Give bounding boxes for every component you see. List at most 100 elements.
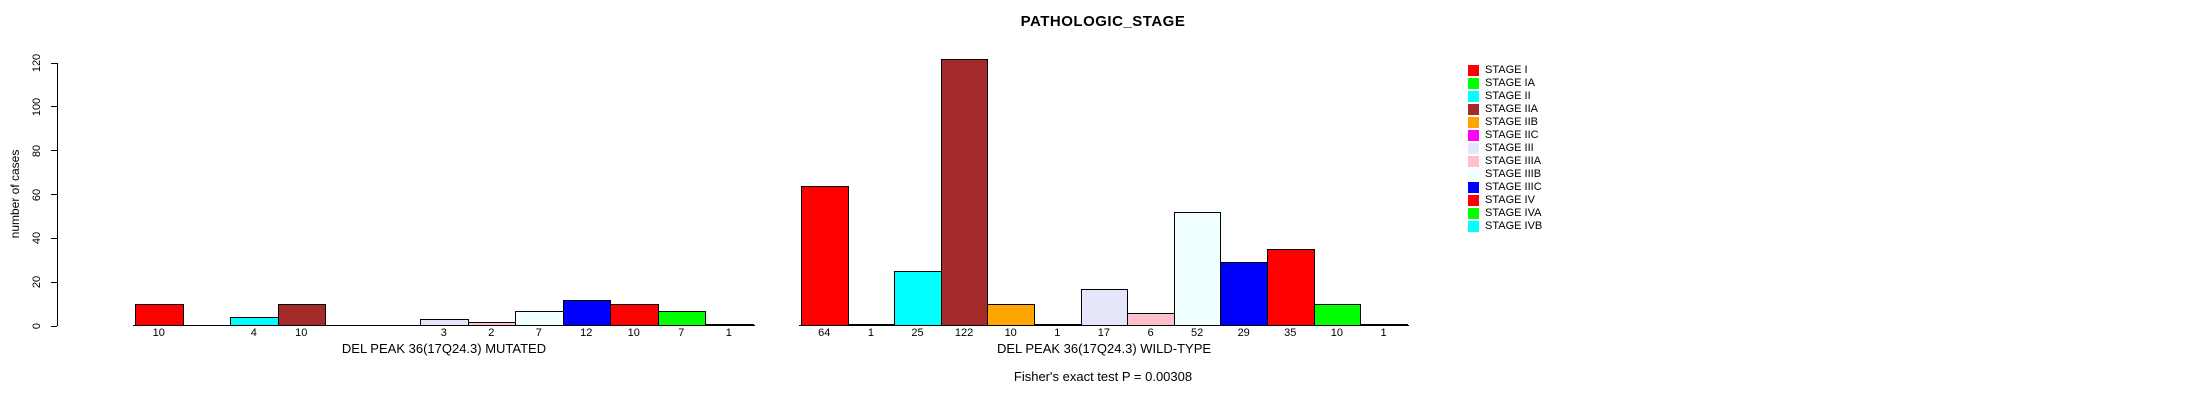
bar-stage-ii: [894, 271, 942, 326]
bar-stage-iiib: [1173, 212, 1222, 326]
y-axis-tick: [51, 62, 57, 64]
bar-stage-iv: [1267, 249, 1315, 326]
bar-value-label: 1: [725, 327, 732, 339]
bar-stage-iii: [1080, 289, 1129, 326]
y-axis-tick: [51, 106, 57, 108]
legend-label: STAGE IV: [1485, 194, 1535, 206]
y-axis-tick-label: 40: [31, 232, 43, 245]
bar-stage-iia: [277, 304, 326, 326]
bar-value-label: 1: [1380, 327, 1387, 339]
chart-title: PATHOLOGIC_STAGE: [1020, 13, 1186, 30]
legend-row: STAGE IIB: [1468, 116, 1542, 129]
bar-stage-iib: [987, 304, 1035, 326]
legend-row: STAGE III: [1468, 142, 1542, 155]
y-axis-line: [57, 63, 58, 326]
y-axis-tick: [51, 194, 57, 195]
legend-row: STAGE IVB: [1468, 220, 1542, 233]
legend-label: STAGE IIC: [1485, 129, 1539, 141]
bar-value-label: 10: [152, 327, 165, 339]
y-axis-tick: [51, 325, 57, 327]
bar-stage-ii: [230, 317, 279, 326]
y-axis-title: number of cases: [8, 149, 22, 239]
y-axis-tick-label: 0: [31, 322, 43, 330]
bar-stage-iiia: [1127, 313, 1175, 326]
legend-label: STAGE IIIB: [1485, 168, 1542, 180]
bar-value-label: 7: [535, 327, 542, 339]
legend-row: STAGE IIA: [1468, 103, 1542, 116]
bar-stage-iva: [657, 311, 706, 326]
fisher-test-annotation: Fisher's exact test P = 0.00308: [1013, 369, 1193, 384]
group-caption-mutated: DEL PEAK 36(17Q24.3) MUTATED: [341, 341, 547, 356]
bar-stage-iic: [1034, 324, 1082, 326]
bar-value-label: 2: [488, 327, 495, 339]
legend-swatch-icon: [1468, 78, 1479, 89]
legend-swatch-icon: [1468, 65, 1479, 76]
y-axis-tick: [51, 150, 57, 152]
legend-row: STAGE II: [1468, 90, 1542, 103]
legend-swatch-icon: [1468, 130, 1479, 141]
bar-value-label: 29: [1237, 327, 1250, 339]
bar-value-label: 7: [678, 327, 685, 339]
bar-value-label: 6: [1147, 327, 1154, 339]
bar-value-label: 35: [1284, 327, 1297, 339]
legend-swatch-icon: [1468, 221, 1479, 232]
y-axis-tick-label: 100: [31, 97, 43, 117]
bar-value-label: 122: [954, 327, 974, 339]
legend-row: STAGE IIC: [1468, 129, 1542, 142]
bar-stage-ia: [847, 324, 896, 326]
legend-swatch-icon: [1468, 91, 1479, 102]
legend-label: STAGE III: [1485, 142, 1534, 154]
legend-label: STAGE IIIC: [1485, 181, 1542, 193]
bar-stage-iva: [1313, 304, 1362, 326]
bar-value-label: 64: [818, 327, 831, 339]
bar-value-label: 4: [250, 327, 257, 339]
bar-value-label: 10: [1004, 327, 1017, 339]
group-caption-wild-type: DEL PEAK 36(17Q24.3) WILD-TYPE: [996, 341, 1212, 356]
legend-label: STAGE IIA: [1485, 103, 1538, 115]
bar-value-label: 10: [1330, 327, 1344, 339]
bar-stage-iii: [420, 319, 469, 326]
bar-value-label: 25: [911, 327, 924, 339]
legend-swatch-icon: [1468, 195, 1479, 206]
bar-stage-ivb: [705, 324, 754, 326]
y-axis-tick-label: 80: [31, 144, 43, 157]
bar-stage-iia: [940, 59, 989, 326]
legend-row: STAGE IIIC: [1468, 181, 1542, 194]
legend-row: STAGE IIIB: [1468, 168, 1542, 181]
bar-value-label: 10: [295, 327, 308, 339]
bar-stage-iiic: [1220, 262, 1268, 326]
legend-label: STAGE IA: [1485, 77, 1535, 89]
legend-label: STAGE I: [1485, 64, 1528, 76]
y-axis-tick-label: 60: [31, 188, 43, 201]
legend-label: STAGE IIIA: [1485, 155, 1542, 167]
legend-label: STAGE IIB: [1485, 116, 1538, 128]
legend-swatch-icon: [1468, 208, 1479, 219]
y-axis-tick: [51, 237, 57, 239]
legend-row: STAGE IIIA: [1468, 155, 1542, 168]
legend-swatch-icon: [1468, 117, 1479, 128]
bar-stage-iiia: [467, 322, 516, 326]
legend-swatch-icon: [1468, 156, 1479, 167]
bar-stage-iiib: [515, 311, 564, 326]
legend-swatch-icon: [1468, 104, 1479, 115]
legend-row: STAGE I: [1468, 64, 1542, 77]
bar-stage-i: [135, 304, 184, 326]
legend-label: STAGE II: [1485, 90, 1531, 102]
legend-swatch-icon: [1468, 182, 1479, 193]
legend: STAGE I STAGE IA STAGE II STAGE IIA STAGE II…: [1468, 64, 1542, 233]
bar-value-label: 1: [867, 327, 874, 339]
legend-swatch-icon: [1468, 143, 1479, 154]
y-axis-tick-label: 120: [31, 53, 43, 73]
legend-row: STAGE IVA: [1468, 207, 1542, 220]
bar-value-label: 12: [580, 327, 593, 339]
legend-row: STAGE IA: [1468, 77, 1542, 90]
y-axis-tick-label: 20: [31, 276, 43, 289]
bar-stage-iv: [610, 304, 659, 326]
bar-stage-iiic: [562, 300, 611, 326]
bar-value-label: 3: [440, 327, 447, 339]
bar-value-label: 1: [1054, 327, 1061, 339]
bar-value-label: 52: [1190, 327, 1204, 339]
bar-stage-i: [801, 186, 849, 326]
bar-value-label: 10: [627, 327, 640, 339]
